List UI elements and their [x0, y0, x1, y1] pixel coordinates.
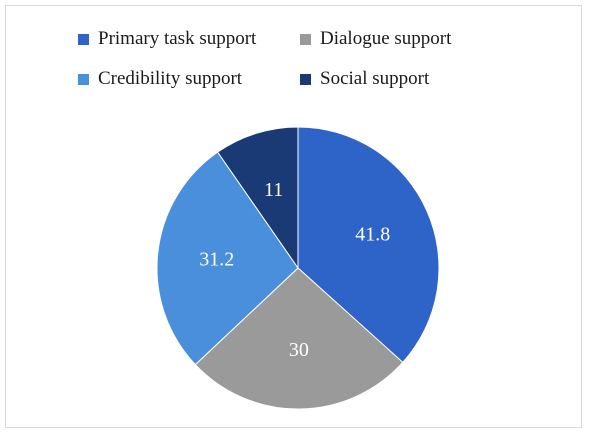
pie-slice-dialogue-support	[194, 267, 404, 410]
legend-swatch	[78, 33, 89, 45]
legend-swatch	[78, 73, 89, 85]
data-label-dialogue-support: 30	[289, 339, 309, 361]
pie-slice-credibility-support	[156, 151, 299, 366]
legend-swatch	[300, 33, 311, 45]
data-label-social-support: 11	[264, 179, 283, 201]
legend-label: Dialogue support	[320, 28, 452, 49]
pie-slice-primary-task-support	[297, 126, 440, 364]
legend-label: Primary task support	[98, 28, 257, 49]
legend-item-primary-task-support: Primary task support	[78, 28, 300, 50]
legend-swatch	[300, 73, 311, 85]
legend-item-social-support: Social support	[300, 68, 510, 90]
chart-legend: Primary task support Dialogue support Cr…	[78, 28, 518, 90]
data-label-primary-task-support: 41.8	[355, 224, 390, 246]
legend-label: Social support	[320, 68, 430, 89]
legend-item-dialogue-support: Dialogue support	[300, 28, 510, 50]
legend-label: Credibility support	[98, 68, 243, 89]
legend-item-credibility-support: Credibility support	[78, 68, 300, 90]
data-label-credibility-support: 31.2	[199, 249, 234, 271]
pie-slice-social-support	[216, 126, 299, 270]
